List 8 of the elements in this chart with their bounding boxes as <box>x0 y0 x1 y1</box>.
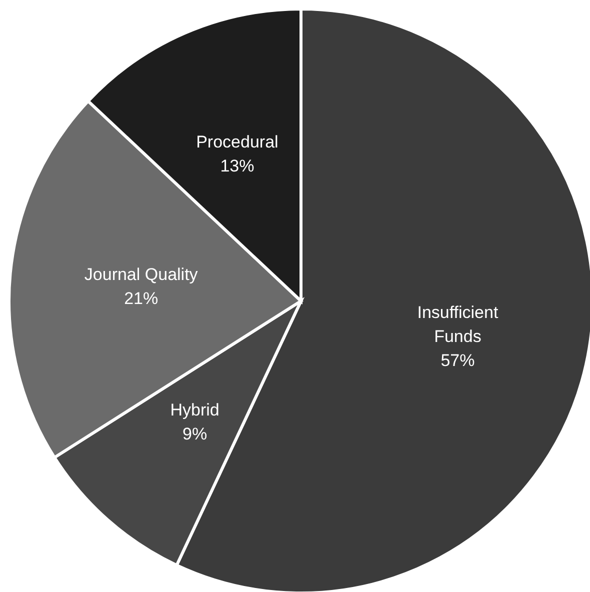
slice-label: Journal Quality <box>84 264 198 284</box>
slice-label: Insufficient Funds <box>417 302 498 346</box>
data-label: 57% <box>440 350 475 370</box>
data-label: 13% <box>220 156 254 176</box>
data-label: 21% <box>124 288 158 308</box>
slice-label: Procedural <box>196 132 278 152</box>
data-label: 9% <box>182 424 208 443</box>
slice-label: Hybrid <box>170 400 220 419</box>
